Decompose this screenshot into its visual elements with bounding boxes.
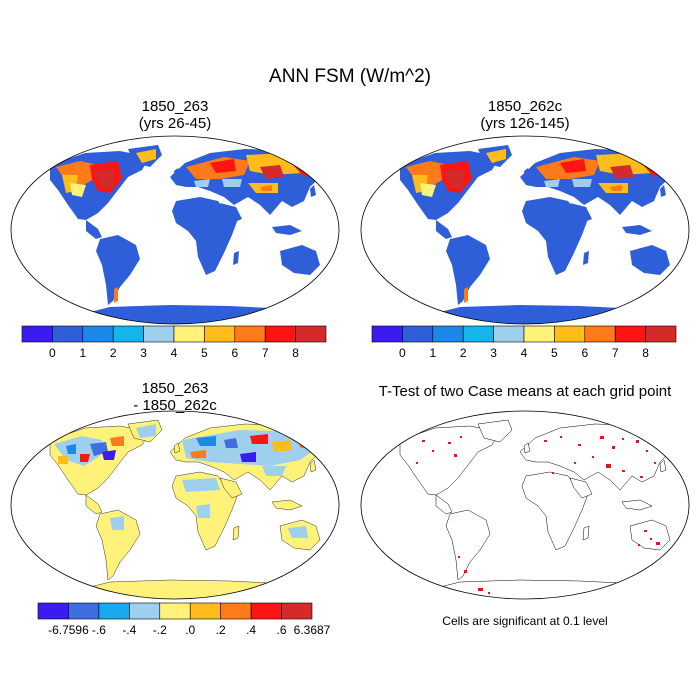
significance-note: Cells are significant at 0.1 level [442, 614, 608, 628]
diff-colorbar-swatch [220, 602, 252, 620]
abs-colorbar-tick-label: 0 [399, 346, 406, 360]
abs-colorbar-swatch [645, 325, 677, 343]
abs-colorbar-tick-label: 4 [521, 346, 528, 360]
panel-title-top-left: 1850_263 (yrs 26-45) [25, 98, 325, 132]
diff-colorbar-tick-label: -6.7596 [48, 623, 89, 637]
abs-colorbar-swatch [264, 325, 296, 343]
colorbar-top-right: 0 1 2 3 4 5 6 7 8 [371, 325, 677, 360]
diff-colorbar-swatch [159, 602, 191, 620]
abs-colorbar-swatch [584, 325, 616, 343]
colorbar-bottom-left: -6.7596 -.6 -.4 -.2 .0 .2 .4 .6 6.3687 [37, 602, 331, 637]
diff-colorbar-swatch [189, 602, 221, 620]
colorbar-top-left: 0 1 2 3 4 5 6 7 8 [21, 325, 327, 360]
abs-colorbar-tick-label: 7 [262, 346, 269, 360]
abs-colorbar-swatch [82, 325, 114, 343]
abs-colorbar-tick-label: 2 [460, 346, 467, 360]
map-panel-top-left [10, 135, 340, 325]
diff-colorbar-swatch [68, 602, 100, 620]
abs-colorbar-tick-label: 1 [429, 346, 436, 360]
diff-colorbar-swatch [129, 602, 161, 620]
panel-title-line1: 1850_263 [141, 98, 209, 115]
diff-colorbar-tick-label: .4 [246, 623, 256, 637]
abs-colorbar-tick-label: 7 [612, 346, 619, 360]
abs-colorbar-swatch [234, 325, 266, 343]
abs-colorbar-swatch [554, 325, 586, 343]
abs-colorbar-tick-label: 6 [581, 346, 588, 360]
abs-colorbar-tick-label: 8 [642, 346, 649, 360]
abs-colorbar-swatch [371, 325, 403, 343]
panel-title-top-right: 1850_262c (yrs 126-145) [375, 98, 675, 132]
diff-colorbar-tick-label: -.6 [92, 623, 106, 637]
figure-title: ANN FSM (W/m^2) [269, 66, 431, 87]
abs-colorbar-tick-label: 5 [551, 346, 558, 360]
abs-colorbar-tick-label: 6 [231, 346, 238, 360]
diff-colorbar-tick-label: 6.3687 [294, 623, 331, 637]
panel-title-line2: (yrs 126-145) [480, 115, 570, 132]
panel-title-bottom-right: T-Test of two Case means at each grid po… [352, 383, 698, 400]
abs-colorbar-tick-label: 1 [79, 346, 86, 360]
panel-title-line2: (yrs 26-45) [138, 115, 212, 132]
abs-colorbar-swatch [112, 325, 144, 343]
panel-title-line1: 1850_263 [141, 380, 209, 397]
abs-colorbar-tick-label: 0 [49, 346, 56, 360]
panel-title-bottom-left: 1850_263 - 1850_262c [25, 380, 325, 414]
abs-colorbar-tick-label: 4 [171, 346, 178, 360]
diff-colorbar-tick-label: -.4 [122, 623, 136, 637]
abs-colorbar-tick-label: 8 [292, 346, 299, 360]
abs-colorbar-swatch [614, 325, 646, 343]
abs-colorbar-swatch [523, 325, 555, 343]
abs-colorbar-swatch [204, 325, 236, 343]
abs-colorbar-tick-label: 3 [140, 346, 147, 360]
abs-colorbar-tick-label: 3 [490, 346, 497, 360]
abs-colorbar-swatch [52, 325, 84, 343]
abs-colorbar-swatch [402, 325, 434, 343]
diff-colorbar-swatch [98, 602, 130, 620]
panel-title-line2: - 1850_262c [133, 397, 217, 414]
diff-colorbar-tick-label: .0 [185, 623, 195, 637]
diff-colorbar-swatch [37, 602, 69, 620]
diff-colorbar-swatch [281, 602, 313, 620]
diff-colorbar-swatch [250, 602, 282, 620]
map-panel-bottom-right [360, 410, 690, 600]
abs-colorbar-swatch [432, 325, 464, 343]
abs-colorbar-swatch [493, 325, 525, 343]
diff-colorbar-tick-label: -.2 [153, 623, 167, 637]
abs-colorbar-swatch [462, 325, 494, 343]
diff-colorbar-tick-label: .6 [277, 623, 287, 637]
panel-title-line1: T-Test of two Case means at each grid po… [378, 383, 672, 400]
abs-colorbar-swatch [295, 325, 327, 343]
map-panel-top-right [360, 135, 690, 325]
abs-colorbar-tick-label: 2 [110, 346, 117, 360]
diff-colorbar-tick-label: .2 [216, 623, 226, 637]
abs-colorbar-swatch [173, 325, 205, 343]
abs-colorbar-swatch [21, 325, 53, 343]
abs-colorbar-tick-label: 5 [201, 346, 208, 360]
abs-colorbar-swatch [143, 325, 175, 343]
map-panel-bottom-left [10, 410, 340, 600]
panel-title-line1: 1850_262c [487, 98, 563, 115]
